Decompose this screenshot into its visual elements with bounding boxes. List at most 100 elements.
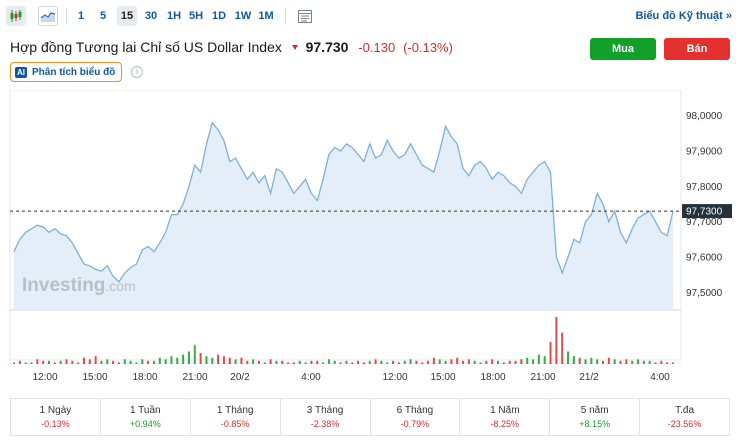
- info-icon[interactable]: i: [131, 66, 143, 78]
- perf-change-value: -0.85%: [220, 419, 250, 429]
- x-tick-label: 4:00: [650, 372, 670, 383]
- volume-bar: [427, 360, 430, 364]
- volume-bar: [187, 351, 190, 364]
- volume-bar: [666, 362, 669, 364]
- y-tick-label: 97,8000: [686, 182, 723, 193]
- technical-chart-link[interactable]: Biểu đồ Kỹ thuật »: [635, 10, 732, 22]
- y-tick-label: 97,6000: [686, 253, 723, 264]
- volume-bar: [129, 360, 132, 364]
- buy-button[interactable]: Mua: [590, 38, 656, 60]
- volume-bar: [339, 362, 342, 364]
- sell-button[interactable]: Bán: [664, 38, 730, 60]
- volume-bar: [386, 362, 389, 364]
- candlestick-chart-icon[interactable]: [6, 6, 26, 26]
- perf-change-value: -0.79%: [400, 419, 430, 429]
- volume-bar: [24, 362, 27, 364]
- volume-bar: [362, 362, 365, 364]
- timeframe-5[interactable]: 5: [99, 10, 107, 22]
- x-tick-label: 12:00: [382, 372, 407, 383]
- volume-bar: [648, 360, 651, 364]
- volume-bar: [380, 360, 383, 364]
- instrument-header: Hợp đồng Tương lai Chỉ số US Dollar Inde…: [10, 38, 453, 56]
- volume-bar: [141, 359, 144, 364]
- volume-bar: [572, 356, 575, 364]
- volume-bar: [217, 354, 220, 364]
- volume-bar: [491, 359, 494, 364]
- timeframe-1h[interactable]: 1H: [166, 10, 182, 22]
- volume-bar: [252, 359, 255, 364]
- volume-bar: [205, 356, 208, 364]
- y-tick-label: 97,7000: [686, 217, 723, 228]
- perf-change-value: +0.94%: [129, 419, 161, 429]
- volume-bar: [660, 360, 663, 364]
- volume-bar: [281, 360, 284, 364]
- volume-bar: [432, 357, 435, 364]
- timeframe-1d[interactable]: 1D: [211, 10, 227, 22]
- price-chart[interactable]: Investing.com 98,0000 97,9000 97,8000 97,70…: [0, 90, 740, 390]
- volume-bar: [555, 317, 558, 364]
- volume-bar: [374, 359, 377, 364]
- volume-bar: [30, 362, 33, 364]
- volume-bar: [211, 357, 214, 364]
- volume-bar: [467, 359, 470, 364]
- perf-change-value: +8.15%: [579, 419, 611, 429]
- volume-bar: [537, 354, 540, 364]
- perf-period-label: 1 Tháng: [216, 405, 254, 416]
- volume-bar: [246, 360, 249, 364]
- x-tick-label: 21/2: [579, 372, 599, 383]
- x-tick-label: 21:00: [182, 372, 207, 383]
- volume-bar: [275, 360, 278, 364]
- volume-bar: [176, 357, 179, 364]
- x-tick-label: 18:00: [480, 372, 505, 383]
- y-tick-label: 97,5000: [686, 288, 723, 299]
- perf-cell: T.đa -23.56%: [640, 399, 729, 435]
- timeframe-5h[interactable]: 5H: [188, 10, 204, 22]
- volume-bar: [158, 357, 161, 364]
- volume-bar: [47, 360, 50, 364]
- perf-cell: 6 Tháng -0.79%: [371, 399, 461, 435]
- volume-bar: [100, 360, 103, 364]
- volume-bar: [672, 362, 674, 364]
- volume-bar: [327, 359, 330, 364]
- volume-bar: [333, 360, 336, 364]
- perf-cell: 5 năm +8.15%: [550, 399, 641, 435]
- perf-period-label: 6 Tháng: [396, 405, 434, 416]
- timeframe-1[interactable]: 1: [77, 10, 85, 22]
- volume-bar: [316, 360, 319, 364]
- volume-bar: [234, 359, 237, 364]
- volume-bar: [257, 360, 260, 364]
- volume-bar: [654, 362, 657, 364]
- volume-bar: [298, 360, 301, 364]
- x-tick-label: 4:00: [301, 372, 321, 383]
- perf-period-label: 3 Tháng: [306, 405, 344, 416]
- volume-bar: [117, 362, 120, 364]
- volume-bar: [590, 357, 593, 364]
- chart-settings-icon[interactable]: [295, 6, 315, 26]
- volume-bar: [94, 356, 97, 364]
- price-change-pct: (-0.13%): [403, 39, 453, 55]
- ai-chart-analysis-button[interactable]: AI Phân tích biểu đồ: [10, 62, 123, 82]
- investing-watermark: Investing.com: [22, 275, 136, 296]
- volume-bar: [584, 359, 587, 364]
- instrument-title: Hợp đồng Tương lai Chỉ số US Dollar Inde…: [10, 39, 282, 56]
- timeframe-1m[interactable]: 1M: [258, 10, 274, 22]
- volume-bar: [485, 360, 488, 364]
- x-tick-label: 15:00: [430, 372, 455, 383]
- price-area: [14, 122, 673, 310]
- volume-bar: [602, 360, 605, 364]
- perf-cell: 3 Tháng -2.38%: [281, 399, 371, 435]
- ai-analysis-label: Phân tích biểu đồ: [32, 66, 116, 78]
- last-price: 97.730: [305, 39, 349, 56]
- volume-bar: [42, 360, 45, 364]
- area-chart-icon[interactable]: [38, 6, 58, 26]
- volume-bar: [409, 359, 412, 364]
- timeframe-30[interactable]: 30: [144, 10, 158, 22]
- timeframe-1w[interactable]: 1W: [234, 10, 252, 22]
- timeframe-15[interactable]: 15: [117, 6, 137, 26]
- volume-bar: [304, 362, 307, 364]
- volume-bar: [444, 360, 447, 364]
- x-tick-label: 12:00: [32, 372, 57, 383]
- volume-bar: [164, 359, 167, 364]
- volume-bar: [82, 357, 85, 364]
- volume-bar: [514, 360, 517, 364]
